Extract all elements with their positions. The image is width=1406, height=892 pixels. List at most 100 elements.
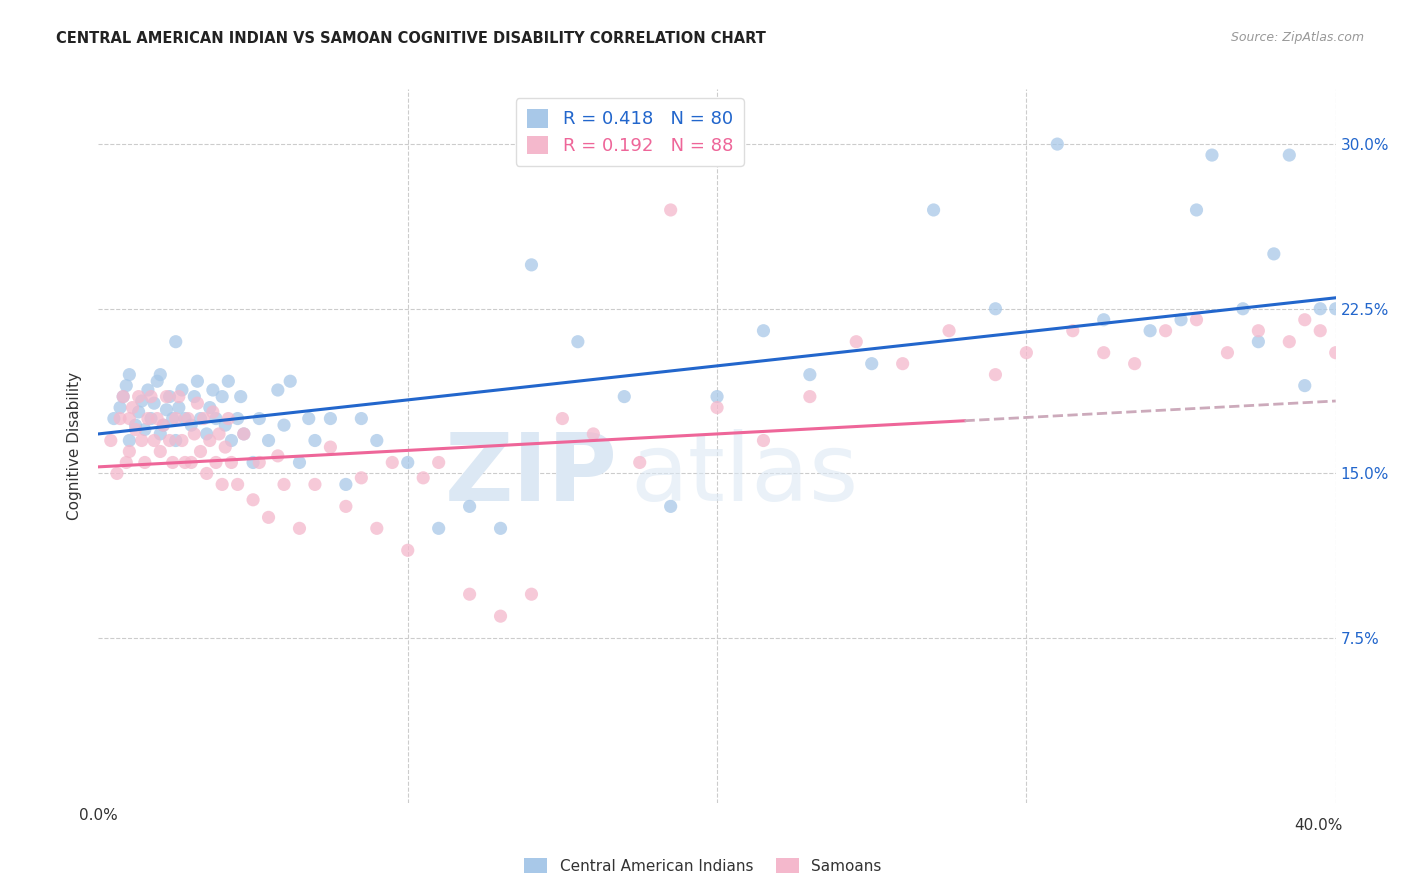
Point (177, 411, 200, 425)
Point (232, 426, 254, 441)
Text: 40.0%: 40.0% (1295, 818, 1343, 832)
Point (198, 434, 221, 448)
Point (458, 500, 481, 514)
Point (551, 411, 574, 425)
Point (752, 324, 775, 338)
Point (208, 426, 231, 441)
Point (108, 401, 131, 415)
Point (1294, 378, 1316, 392)
Point (319, 440, 342, 454)
Point (226, 411, 249, 425)
Point (257, 510, 280, 524)
Point (1232, 301, 1254, 316)
Point (257, 434, 280, 448)
Point (167, 401, 190, 415)
Point (304, 477, 326, 491)
Point (174, 455, 197, 469)
Point (221, 455, 243, 469)
Point (520, 258, 543, 272)
Point (214, 418, 236, 433)
Point (103, 411, 125, 425)
Legend: R = 0.418   N = 80, R = 0.192   N = 88: R = 0.418 N = 80, R = 0.192 N = 88 (516, 98, 744, 166)
Point (136, 411, 159, 425)
Point (134, 423, 156, 437)
Point (247, 411, 270, 425)
Point (860, 357, 883, 371)
Point (167, 390, 190, 404)
Point (118, 411, 141, 425)
Point (229, 390, 252, 404)
Point (217, 411, 239, 425)
Point (659, 500, 682, 514)
Point (366, 434, 388, 448)
Point (799, 390, 821, 404)
Point (298, 411, 321, 425)
Point (149, 426, 172, 441)
Point (1123, 357, 1146, 371)
Point (152, 418, 174, 433)
Point (489, 521, 512, 535)
Point (273, 418, 295, 433)
Point (1092, 312, 1115, 326)
Point (115, 378, 138, 392)
Point (136, 383, 159, 397)
Point (211, 390, 233, 404)
Point (211, 477, 233, 491)
Point (152, 418, 174, 433)
Point (115, 455, 138, 469)
Point (1185, 312, 1208, 326)
Point (146, 374, 169, 388)
Point (128, 390, 150, 404)
Point (201, 405, 224, 419)
Text: atlas: atlas (630, 428, 859, 521)
Point (118, 368, 141, 382)
Point (1015, 345, 1038, 359)
Point (162, 411, 184, 425)
Point (938, 324, 960, 338)
Point (1062, 324, 1084, 338)
Point (288, 455, 311, 469)
Point (205, 455, 228, 469)
Point (1092, 345, 1115, 359)
Point (118, 444, 141, 458)
Point (242, 492, 264, 507)
Point (221, 434, 243, 448)
Point (112, 390, 135, 404)
Point (752, 434, 775, 448)
Point (143, 396, 166, 410)
Point (567, 334, 589, 349)
Point (273, 477, 295, 491)
Point (335, 477, 357, 491)
Point (180, 418, 202, 433)
Point (458, 587, 481, 601)
Point (304, 434, 326, 448)
Point (118, 434, 141, 448)
Point (170, 434, 193, 448)
Point (155, 402, 177, 417)
Text: CENTRAL AMERICAN INDIAN VS SAMOAN COGNITIVE DISABILITY CORRELATION CHART: CENTRAL AMERICAN INDIAN VS SAMOAN COGNIT… (56, 31, 766, 46)
Point (412, 471, 434, 485)
Point (159, 434, 181, 448)
Point (267, 383, 290, 397)
Point (288, 521, 311, 535)
Point (1278, 334, 1301, 349)
Legend: Central American Indians, Samoans: Central American Indians, Samoans (519, 852, 887, 880)
Point (247, 455, 270, 469)
Text: Source: ZipAtlas.com: Source: ZipAtlas.com (1230, 31, 1364, 45)
Point (1324, 345, 1347, 359)
Point (198, 401, 221, 415)
Point (350, 471, 373, 485)
Point (170, 383, 193, 397)
Point (1201, 148, 1223, 162)
Point (174, 411, 197, 425)
Point (180, 455, 202, 469)
Point (139, 390, 162, 404)
Point (582, 426, 605, 441)
Point (195, 426, 218, 441)
Point (105, 467, 128, 481)
Point (149, 444, 172, 458)
Text: ZIP: ZIP (446, 428, 619, 521)
Point (128, 405, 150, 419)
Point (1046, 137, 1069, 152)
Point (984, 368, 1007, 382)
